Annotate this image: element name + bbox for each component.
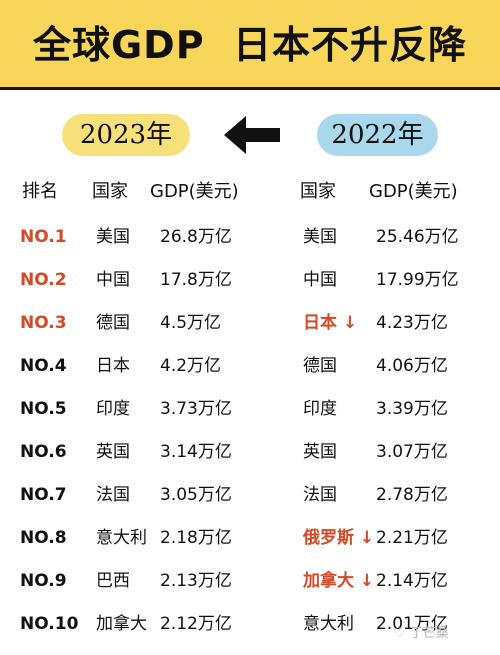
table-row: NO.3 德国 4.5万亿 日本 ↓ 4.23万亿 bbox=[0, 308, 500, 338]
gdp-2023-cell: 2.13万亿 bbox=[160, 571, 232, 591]
country-2022-cell: 意大利 bbox=[303, 614, 354, 634]
gdp-2022-cell: 2.21万亿 bbox=[376, 528, 448, 548]
gdp-2022-cell: 3.39万亿 bbox=[376, 399, 448, 419]
rank-cell: NO.9 bbox=[20, 571, 67, 591]
table-row: NO.1 美国 26.8万亿 美国 25.46万亿 bbox=[0, 222, 500, 252]
country-2023-cell: 印度 bbox=[96, 399, 130, 419]
gdp-2022-cell: 3.07万亿 bbox=[376, 442, 448, 462]
gdp-2023-cell: 17.8万亿 bbox=[160, 270, 232, 290]
gdp-2023-column-header: GDP(美元) bbox=[150, 181, 239, 202]
left-arrow-icon bbox=[224, 116, 280, 154]
country-2022-cell: 法国 bbox=[303, 485, 337, 505]
table-row: NO.5 印度 3.73万亿 印度 3.39万亿 bbox=[0, 394, 500, 424]
rank-column-header: 排名 bbox=[22, 181, 58, 202]
gdp-2022-cell: 4.23万亿 bbox=[376, 313, 448, 333]
title-banner: 全球GDP 日本不升反降 bbox=[0, 0, 500, 90]
page-title: 全球GDP 日本不升反降 bbox=[32, 23, 468, 67]
gdp-2023-cell: 3.14万亿 bbox=[160, 442, 232, 462]
country-2022-cell: 德国 bbox=[303, 356, 337, 376]
rank-cell: NO.5 bbox=[20, 399, 67, 419]
watermark: ♡ 丁芒桑 bbox=[394, 626, 449, 641]
table-row: NO.2 中国 17.8万亿 中国 17.99万亿 bbox=[0, 265, 500, 295]
country-2023-cell: 美国 bbox=[96, 227, 130, 247]
country-2023-cell: 中国 bbox=[96, 270, 130, 290]
year-2023-badge: 2023年 bbox=[62, 114, 190, 156]
rank-cell: NO.6 bbox=[20, 442, 67, 462]
country-2023-cell: 德国 bbox=[96, 313, 130, 333]
table-row: NO.7 法国 3.05万亿 法国 2.78万亿 bbox=[0, 480, 500, 510]
country-2022-cell: 俄罗斯 ↓ bbox=[303, 528, 375, 548]
gdp-2023-cell: 2.12万亿 bbox=[160, 614, 232, 634]
country-2022-cell: 英国 bbox=[303, 442, 337, 462]
country-2023-cell: 日本 bbox=[96, 356, 130, 376]
country-2022-cell: 加拿大 ↓ bbox=[303, 571, 375, 591]
country-2022-cell: 印度 bbox=[303, 399, 337, 419]
gdp-2022-cell: 2.01万亿 bbox=[376, 614, 448, 634]
country-2023-cell: 英国 bbox=[96, 442, 130, 462]
gdp-2022-column-header: GDP(美元) bbox=[369, 181, 458, 202]
gdp-2023-cell: 3.05万亿 bbox=[160, 485, 232, 505]
gdp-2022-cell: 2.14万亿 bbox=[376, 571, 448, 591]
table-row: NO.10 加拿大 2.12万亿 意大利 2.01万亿 bbox=[0, 609, 500, 639]
table-row: NO.4 日本 4.2万亿 德国 4.06万亿 bbox=[0, 351, 500, 381]
gdp-2023-cell: 4.5万亿 bbox=[160, 313, 222, 333]
rank-cell: NO.1 bbox=[20, 227, 67, 247]
gdp-2022-cell: 25.46万亿 bbox=[376, 227, 459, 247]
year-2022-badge: 2022年 bbox=[317, 114, 438, 156]
country-2023-cell: 巴西 bbox=[96, 571, 130, 591]
gdp-2023-cell: 4.2万亿 bbox=[160, 356, 222, 376]
gdp-2023-cell: 3.73万亿 bbox=[160, 399, 232, 419]
gdp-2022-cell: 2.78万亿 bbox=[376, 485, 448, 505]
table-row: NO.8 意大利 2.18万亿 俄罗斯 ↓ 2.21万亿 bbox=[0, 523, 500, 553]
rank-cell: NO.2 bbox=[20, 270, 67, 290]
country-2022-column-header: 国家 bbox=[300, 181, 336, 202]
gdp-2022-cell: 17.99万亿 bbox=[376, 270, 459, 290]
country-2023-cell: 意大利 bbox=[96, 528, 147, 548]
country-2023-column-header: 国家 bbox=[92, 181, 128, 202]
gdp-2022-cell: 4.06万亿 bbox=[376, 356, 448, 376]
country-2022-cell: 中国 bbox=[303, 270, 337, 290]
rank-cell: NO.3 bbox=[20, 313, 67, 333]
gdp-2023-cell: 26.8万亿 bbox=[160, 227, 232, 247]
country-2022-cell: 美国 bbox=[303, 227, 337, 247]
country-2022-cell: 日本 ↓ bbox=[303, 313, 358, 333]
table-row: NO.6 英国 3.14万亿 英国 3.07万亿 bbox=[0, 437, 500, 467]
table-row: NO.9 巴西 2.13万亿 加拿大 ↓ 2.14万亿 bbox=[0, 566, 500, 596]
rank-cell: NO.10 bbox=[20, 614, 79, 634]
gdp-2023-cell: 2.18万亿 bbox=[160, 528, 232, 548]
country-2023-cell: 法国 bbox=[96, 485, 130, 505]
rank-cell: NO.4 bbox=[20, 356, 67, 376]
country-2023-cell: 加拿大 bbox=[96, 614, 147, 634]
rank-cell: NO.7 bbox=[20, 485, 67, 505]
rank-cell: NO.8 bbox=[20, 528, 67, 548]
